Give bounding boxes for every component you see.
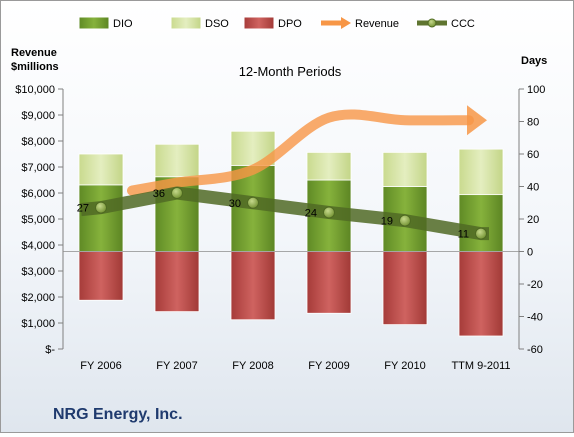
category-label: FY 2009 xyxy=(308,360,349,372)
legend: DIO DSO DPO Revenue CCC xyxy=(78,16,475,30)
left-tick-label: $5,000 xyxy=(21,214,55,226)
category-label: FY 2010 xyxy=(384,360,425,372)
bar-dso xyxy=(78,153,124,186)
category-label: FY 2007 xyxy=(156,360,197,372)
legend-label-dpo: DPO xyxy=(278,18,302,30)
bar-dpo xyxy=(382,251,428,326)
left-axis-ticks: $- $1,000 $2,000 $3,000 $4,000 $5,000 $6,000 $7… xyxy=(15,84,63,356)
category-labels: FY 2006 FY 2007 FY 2008 FY 2009 FY 2010 TTM 9… xyxy=(80,360,510,372)
left-axis-label-line1: Revenue xyxy=(11,47,57,59)
legend-label-revenue: Revenue xyxy=(355,18,399,30)
right-tick-label: 100 xyxy=(527,84,545,96)
bar-dpo xyxy=(458,251,504,337)
bar-dio xyxy=(78,184,124,252)
legend-swatch-dso xyxy=(170,16,202,30)
bar-dpo xyxy=(306,251,352,314)
legend-swatch-dio xyxy=(78,16,110,30)
bar-dso xyxy=(154,143,200,178)
ccc-data-label: 19 xyxy=(381,216,393,228)
revenue-line xyxy=(127,109,474,196)
bar-dso xyxy=(458,148,504,196)
right-tick-label: -60 xyxy=(527,344,543,356)
bar-dpo xyxy=(230,251,276,321)
right-tick-label: 40 xyxy=(527,182,539,194)
ccc-data-label: 36 xyxy=(153,188,165,200)
left-axis-label-line2: $millions xyxy=(11,61,59,73)
ccc-data-label: 27 xyxy=(77,203,89,215)
ccc-point xyxy=(247,196,259,209)
bars xyxy=(63,130,519,337)
bar-dso xyxy=(306,151,352,181)
legend-label-ccc: CCC xyxy=(451,18,475,30)
ccc-point xyxy=(323,206,335,219)
left-tick-label: $10,000 xyxy=(15,84,55,96)
legend-point-ccc xyxy=(427,18,437,28)
category-label: FY 2008 xyxy=(232,360,273,372)
left-tick-label: $3,000 xyxy=(21,266,55,278)
right-tick-label: 20 xyxy=(527,214,539,226)
right-axis-label: Days xyxy=(521,55,547,67)
legend-label-dso: DSO xyxy=(205,18,229,30)
bar-dpo xyxy=(78,251,124,301)
revenue-arrowhead xyxy=(467,105,487,136)
left-tick-label: $- xyxy=(45,344,55,356)
chart-title: 12-Month Periods xyxy=(239,64,342,79)
bar-dso xyxy=(382,151,428,187)
ccc-point xyxy=(171,187,183,199)
right-tick-label: -20 xyxy=(527,279,543,291)
right-tick-label: 60 xyxy=(527,149,539,161)
legend-arrow-revenue xyxy=(341,17,351,29)
ccc-data-label: 24 xyxy=(305,208,317,220)
left-tick-label: $8,000 xyxy=(21,136,55,148)
ccc-point xyxy=(475,227,487,240)
category-label: TTM 9-2011 xyxy=(451,360,510,372)
ccc-series: 27 36 30 24 19 11 xyxy=(77,186,489,241)
bar-dpo xyxy=(154,251,200,313)
legend-label-dio: DIO xyxy=(113,18,133,30)
ccc-point xyxy=(95,201,107,214)
right-tick-label: -40 xyxy=(527,312,543,324)
ccc-data-label: 11 xyxy=(458,229,469,241)
company-name: NRG Energy, Inc. xyxy=(53,406,183,423)
legend-swatch-dpo xyxy=(243,16,275,30)
right-tick-label: 80 xyxy=(527,117,539,129)
ccc-data-label: 30 xyxy=(229,198,241,210)
left-tick-label: $1,000 xyxy=(21,318,55,330)
left-tick-label: $7,000 xyxy=(21,162,55,174)
left-tick-label: $2,000 xyxy=(21,292,55,304)
right-tick-label: 0 xyxy=(527,247,533,259)
left-tick-label: $4,000 xyxy=(21,240,55,252)
revenue-series xyxy=(127,105,487,196)
bar-dio xyxy=(458,194,504,252)
right-axis-ticks: -60 -40 -20 0 20 40 60 80 100 xyxy=(519,84,545,356)
left-tick-label: $9,000 xyxy=(21,110,55,122)
left-tick-label: $6,000 xyxy=(21,188,55,200)
category-label: FY 2006 xyxy=(80,360,121,372)
ccc-point xyxy=(399,214,411,227)
ccc-line xyxy=(80,186,489,241)
